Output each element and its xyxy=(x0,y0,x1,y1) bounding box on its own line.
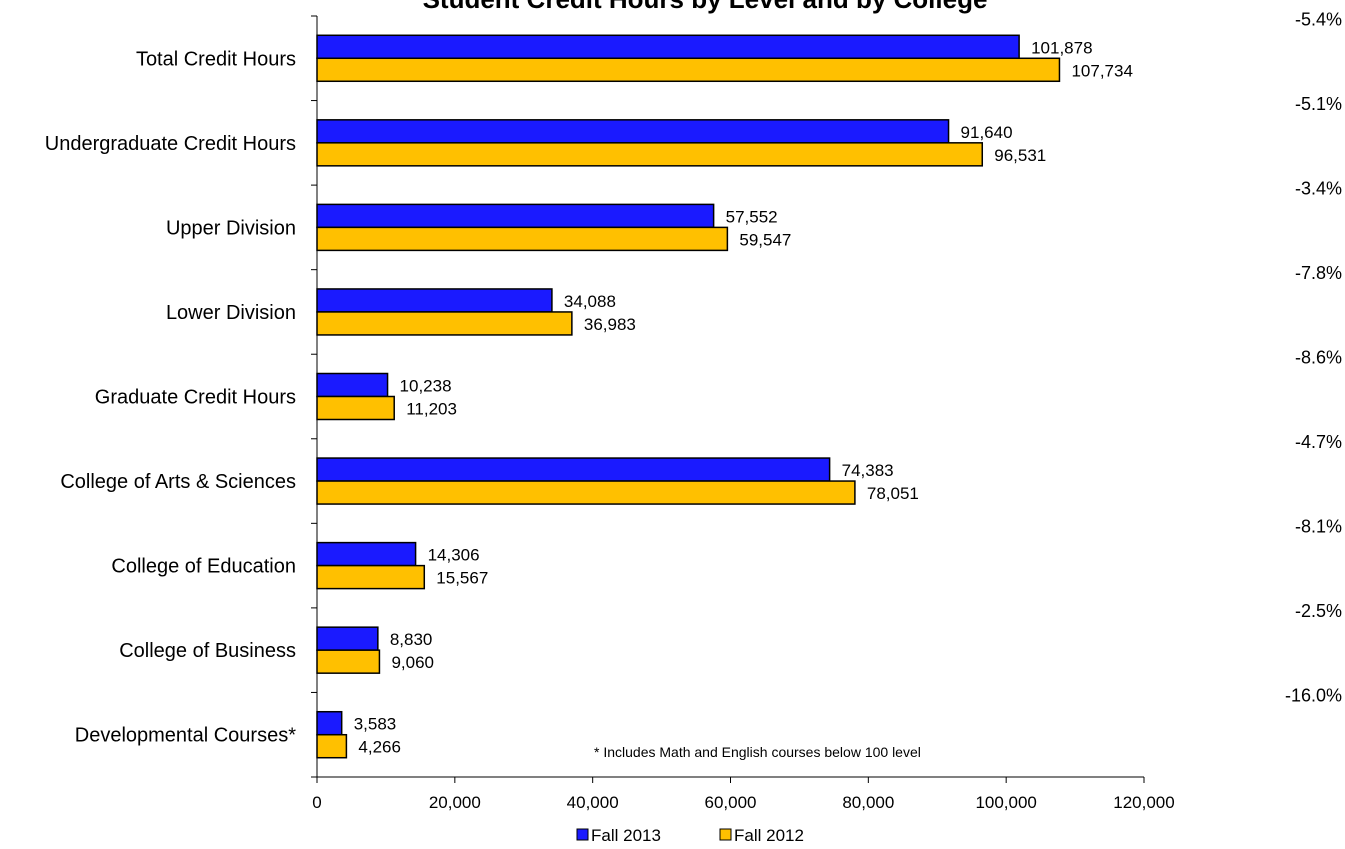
percent-change-label: -4.7% xyxy=(1295,432,1342,452)
bar-fall-2012 xyxy=(316,564,426,590)
x-tick-label: 80,000 xyxy=(842,793,894,812)
bar-fall-2013 xyxy=(316,203,715,229)
bar-fall-2013 xyxy=(316,34,1020,60)
bar-fall-2013 xyxy=(316,710,343,736)
bars xyxy=(316,34,1061,759)
data-label: 15,567 xyxy=(436,569,488,588)
data-label: 91,640 xyxy=(961,123,1013,142)
data-label: 10,238 xyxy=(400,377,452,396)
legend-swatch xyxy=(576,828,589,841)
bar-fall-2012 xyxy=(316,311,573,336)
footnote-annotation: * Includes Math and English courses belo… xyxy=(594,744,921,760)
percent-change-label: -8.6% xyxy=(1295,348,1342,368)
bar-fall-2013 xyxy=(316,626,379,651)
data-label: 101,878 xyxy=(1031,38,1092,57)
chart-title: Student Credit Hours by Level and by Col… xyxy=(423,0,988,14)
data-label: 78,051 xyxy=(867,484,919,503)
bar-fall-2012 xyxy=(316,57,1061,83)
category-label: Total Credit Hours xyxy=(136,48,296,70)
data-label: 34,088 xyxy=(564,292,616,311)
bar-fall-2012 xyxy=(316,226,729,252)
x-tick-label: 120,000 xyxy=(1113,793,1174,812)
bar-fall-2012 xyxy=(316,395,395,421)
data-label: 11,203 xyxy=(406,400,457,419)
bar-fall-2013 xyxy=(316,457,831,482)
bar-fall-2013 xyxy=(316,541,417,567)
data-label: 36,983 xyxy=(584,315,636,334)
labels: 101,878 107,734 Total Credit Hours -5.4% 91,… xyxy=(45,9,1342,756)
percent-change-label: -3.4% xyxy=(1295,178,1342,198)
data-label: 14,306 xyxy=(428,546,480,565)
bar-fall-2012 xyxy=(316,649,381,674)
category-label: Graduate Credit Hours xyxy=(95,387,296,409)
percent-change-label: -5.4% xyxy=(1295,9,1342,29)
data-label: 96,531 xyxy=(994,146,1046,165)
category-label: Lower Division xyxy=(166,302,296,324)
data-label: 8,830 xyxy=(390,630,433,649)
percent-change-label: -5.1% xyxy=(1295,94,1342,114)
data-label: 3,583 xyxy=(354,715,397,734)
x-tick-label: 100,000 xyxy=(975,793,1036,812)
data-label: 59,547 xyxy=(739,230,791,249)
axes: 0 20,000 40,000 60,000 80,000 100,000 120,000 xyxy=(311,15,1175,812)
category-label: Undergraduate Credit Hours xyxy=(45,133,296,155)
category-label: Developmental Courses* xyxy=(75,725,296,747)
percent-change-label: -8.1% xyxy=(1295,517,1342,537)
bar-fall-2013 xyxy=(316,288,553,313)
bar-fall-2013 xyxy=(316,119,950,144)
category-label: College of Education xyxy=(111,556,296,578)
data-label: 9,060 xyxy=(391,653,434,672)
legend-swatch xyxy=(719,828,732,841)
x-tick-label: 60,000 xyxy=(705,793,757,812)
percent-change-label: -16.0% xyxy=(1285,686,1342,706)
bar-fall-2012 xyxy=(316,142,984,167)
x-tick-label: 0 xyxy=(312,793,321,812)
category-label: College of Business xyxy=(119,640,296,662)
x-tick-label: 20,000 xyxy=(429,793,481,812)
percent-change-label: -7.8% xyxy=(1295,263,1342,283)
x-tick-label: 40,000 xyxy=(567,793,619,812)
category-label: Upper Division xyxy=(166,217,296,239)
data-label: 57,552 xyxy=(726,207,778,226)
data-label: 74,383 xyxy=(842,461,894,480)
bar-fall-2012 xyxy=(316,480,856,505)
data-label: 4,266 xyxy=(358,738,401,757)
bar-fall-2012 xyxy=(316,733,348,759)
category-label: College of Arts & Sciences xyxy=(60,471,296,493)
bar-fall-2013 xyxy=(316,372,389,398)
legend-label: Fall 2013 xyxy=(591,826,661,845)
legend-label: Fall 2012 xyxy=(734,826,804,845)
data-label: 107,734 xyxy=(1071,61,1132,80)
legend: Fall 2013 Fall 2012 xyxy=(576,826,804,845)
percent-change-label: -2.5% xyxy=(1295,601,1342,621)
